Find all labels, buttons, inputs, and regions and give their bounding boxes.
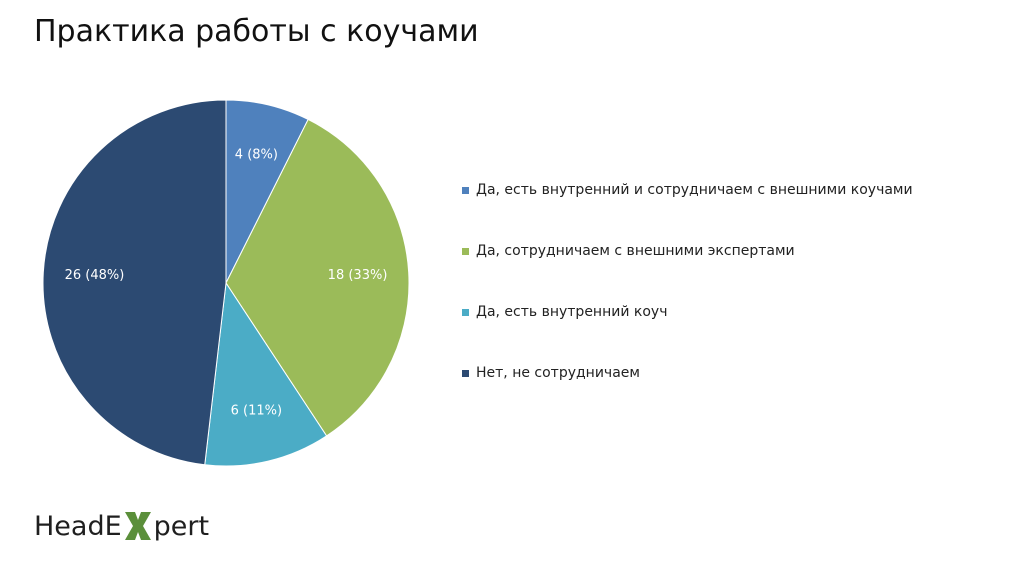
legend-swatch [462, 369, 469, 377]
legend-item: Да, сотрудничаем с внешними экспертами [462, 239, 1002, 263]
pie-slice [42, 99, 227, 466]
legend-label: Да, сотрудничаем с внешними экспертами [476, 243, 795, 259]
legend-swatch [462, 186, 469, 194]
pie-slice [204, 281, 328, 467]
logo-x-mark-icon [124, 512, 151, 540]
chart-legend: Да, есть внутренний и сотрудничаем с вне… [462, 178, 1002, 422]
legend-item: Нет, не сотрудничаем [462, 361, 1002, 385]
legend-swatch [462, 308, 469, 316]
legend-label: Нет, не сотрудничаем [476, 365, 640, 381]
legend-label: Да, есть внутренний и сотрудничаем с вне… [476, 182, 913, 198]
legend-item: Да, есть внутренний коуч [462, 300, 1002, 324]
pie-slice [225, 118, 410, 437]
slice-data-label: 18 (33%) [328, 268, 388, 283]
headexpert-logo: HeadE pert [34, 508, 209, 544]
legend-label: Да, есть внутренний коуч [476, 304, 668, 320]
logo-text-end: pert [153, 510, 210, 542]
legend-item: Да, есть внутренний и сотрудничаем с вне… [462, 178, 1002, 202]
page-title: Практика работы с коучами [34, 14, 479, 49]
slice-data-label: 26 (48%) [65, 268, 125, 283]
slice-data-label: 6 (11%) [231, 404, 282, 419]
legend-swatch [462, 247, 469, 255]
slice-data-label: 4 (8%) [235, 147, 278, 162]
logo-text-start: HeadE [34, 510, 122, 542]
